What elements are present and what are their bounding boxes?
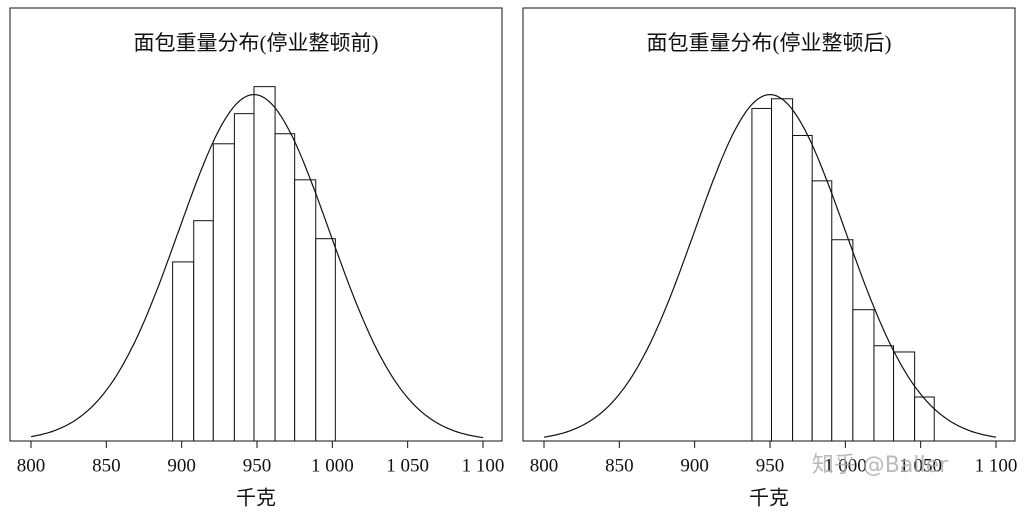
histogram-bar xyxy=(294,179,317,442)
histogram-bar xyxy=(172,261,195,442)
histogram-bar xyxy=(212,143,235,442)
histogram-bar xyxy=(253,86,276,442)
histogram-bar xyxy=(233,113,255,442)
x-tick-label: 950 xyxy=(243,455,272,476)
normal-curve xyxy=(30,93,484,439)
histogram-bar xyxy=(893,351,916,442)
normal-curve xyxy=(543,93,997,438)
x-tick-label: 800 xyxy=(530,455,559,476)
x-tick-label: 1 100 xyxy=(462,455,505,476)
histogram-bar xyxy=(193,220,214,442)
x-axis-label: 千克 xyxy=(236,487,276,510)
histogram-bar xyxy=(831,239,854,442)
x-tick-label: 950 xyxy=(756,455,785,476)
histogram-bar xyxy=(873,345,895,442)
x-tick-label: 850 xyxy=(605,455,634,476)
x-tick-label: 850 xyxy=(92,455,121,476)
chart-title: 面包重量分布(停业整顿后) xyxy=(647,31,892,55)
histogram-bar xyxy=(771,98,794,442)
chart-title: 面包重量分布(停业整顿前) xyxy=(134,31,379,55)
histogram-bar xyxy=(811,180,833,442)
x-axis-label: 千克 xyxy=(749,487,789,510)
x-tick-label: 900 xyxy=(680,455,709,476)
histogram-bar xyxy=(751,107,773,442)
x-tick-label: 1 000 xyxy=(311,455,354,476)
histogram-bar xyxy=(315,238,336,442)
x-tick-label: 800 xyxy=(17,455,46,476)
x-tick-label: 1 050 xyxy=(899,455,942,476)
histogram-bar xyxy=(852,309,875,442)
x-tick-label: 1 050 xyxy=(386,455,429,476)
histogram-bar xyxy=(792,134,813,442)
x-tick-label: 1 100 xyxy=(975,455,1018,476)
x-tick-label: 1 000 xyxy=(824,455,867,476)
watermark: 知乎 @Baller xyxy=(812,453,949,478)
histogram-bar xyxy=(914,396,935,442)
histogram-bar xyxy=(274,133,296,442)
x-tick-label: 900 xyxy=(167,455,196,476)
